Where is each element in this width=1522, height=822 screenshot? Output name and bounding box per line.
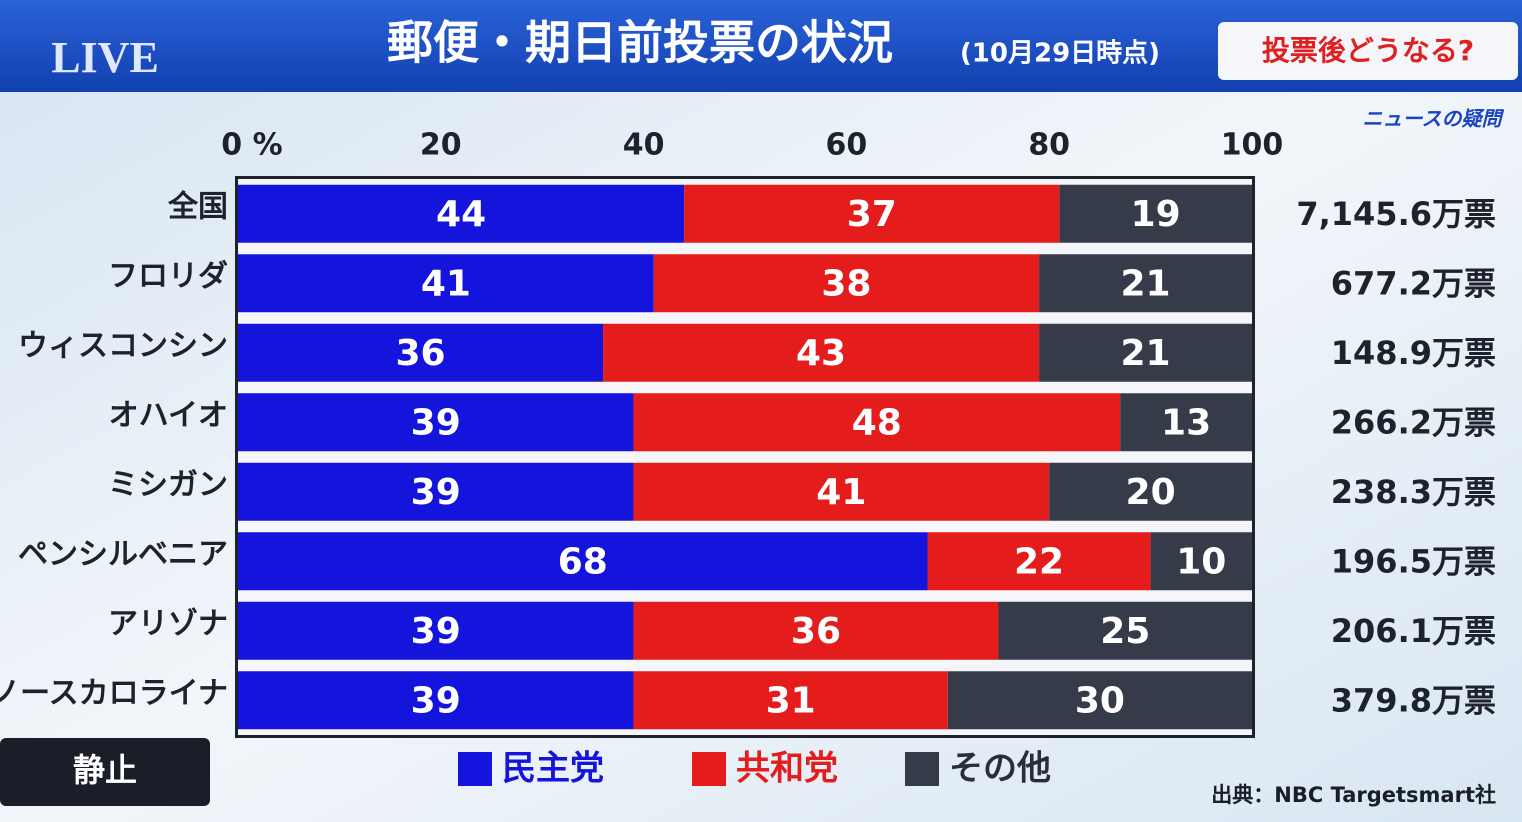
legend-label: その他 [949,749,1051,789]
value-label: 25 [1100,611,1150,652]
subtitle: (10月29日時点) [960,38,1160,69]
bar-segment [238,671,634,730]
bar-segment [238,393,634,452]
total-label: 379.8万票 [1331,681,1496,719]
bar-segment [633,671,948,730]
bar-segment [238,462,634,521]
total-label: 206.1万票 [1331,612,1496,650]
bar-segment [947,671,1252,730]
tag-box [1218,22,1518,80]
logo: ニュースの疑問 [1363,107,1505,131]
legend-label: 共和党 [736,749,838,789]
value-label: 39 [411,611,461,652]
bar-segment [633,462,1050,521]
pause-label[interactable]: 静止 [73,751,137,789]
value-label: 36 [791,611,841,652]
value-label: 22 [1014,541,1064,582]
x-tick-label: 100 [1221,128,1284,163]
bar-segment [1059,184,1252,243]
total-label: 196.5万票 [1331,542,1496,580]
value-label: 38 [821,263,871,304]
value-label: 19 [1131,194,1181,235]
value-label: 41 [816,472,866,513]
value-label: 13 [1161,402,1211,443]
bar-segment [1120,393,1252,452]
legend-swatch [458,752,492,786]
title: 郵便・期日前投票の状況 [387,16,893,70]
bar-segment [684,184,1060,243]
x-tick-label: 20 [420,128,462,163]
category-label: アリゾナ [108,606,228,641]
value-label: 48 [852,402,902,443]
source: 出典：NBC Targetsmart社 [1211,783,1496,807]
x-tick-label: 60 [826,128,868,163]
total-label: 238.3万票 [1331,473,1496,511]
tag: 投票後どうなる? [1262,34,1474,67]
bar-segment [653,254,1040,313]
bar-segment [1039,323,1252,382]
x-tick-label: 40 [623,128,665,163]
x-tick-label: 0 % [221,128,282,163]
bar-segment [633,601,999,660]
bar-segment [238,323,604,382]
category-label: 全国 [167,189,228,224]
value-label: 37 [847,194,897,235]
value-label: 39 [411,402,461,443]
total-label: 266.2万票 [1331,403,1496,441]
bar-segment [1049,462,1252,521]
value-label: 44 [436,194,486,235]
value-label: 21 [1120,263,1170,304]
bar-segment [238,254,654,313]
value-label: 39 [411,680,461,721]
bar-segment [1039,254,1252,313]
category-label: ミシガン [108,467,228,502]
bar-segment [998,601,1252,660]
value-label: 68 [558,541,608,582]
total-label: 148.9万票 [1331,334,1496,372]
legend-swatch [905,752,939,786]
bar-segment [633,393,1121,452]
value-label: 31 [766,680,816,721]
value-label: 36 [395,333,445,374]
bar-segment [927,532,1151,591]
category-label: オハイオ [109,398,228,433]
value-label: 30 [1075,680,1125,721]
category-label: フロリダ [108,259,228,294]
category-label: ウィスコンシン [18,328,228,363]
live-label: LIVE [51,33,159,82]
total-label: 677.2万票 [1331,264,1496,302]
bar-segment [238,601,634,660]
bar-segment [603,323,1040,382]
x-tick-label: 80 [1028,128,1070,163]
value-label: 41 [421,263,471,304]
category-label: ノースカロライナ [0,676,228,711]
bar-segment [238,184,685,243]
value-label: 21 [1120,333,1170,374]
total-label: 7,145.6万票 [1296,195,1496,233]
value-label: 39 [411,472,461,513]
pause-button[interactable] [0,738,210,806]
bar-segment [1150,532,1252,591]
legend-swatch [692,752,726,786]
legend-label: 民主党 [502,749,604,789]
category-label: ペンシルベニア [18,537,228,572]
value-label: 20 [1126,472,1176,513]
bar-segment [238,532,928,591]
value-label: 10 [1176,541,1226,582]
value-label: 43 [796,333,846,374]
